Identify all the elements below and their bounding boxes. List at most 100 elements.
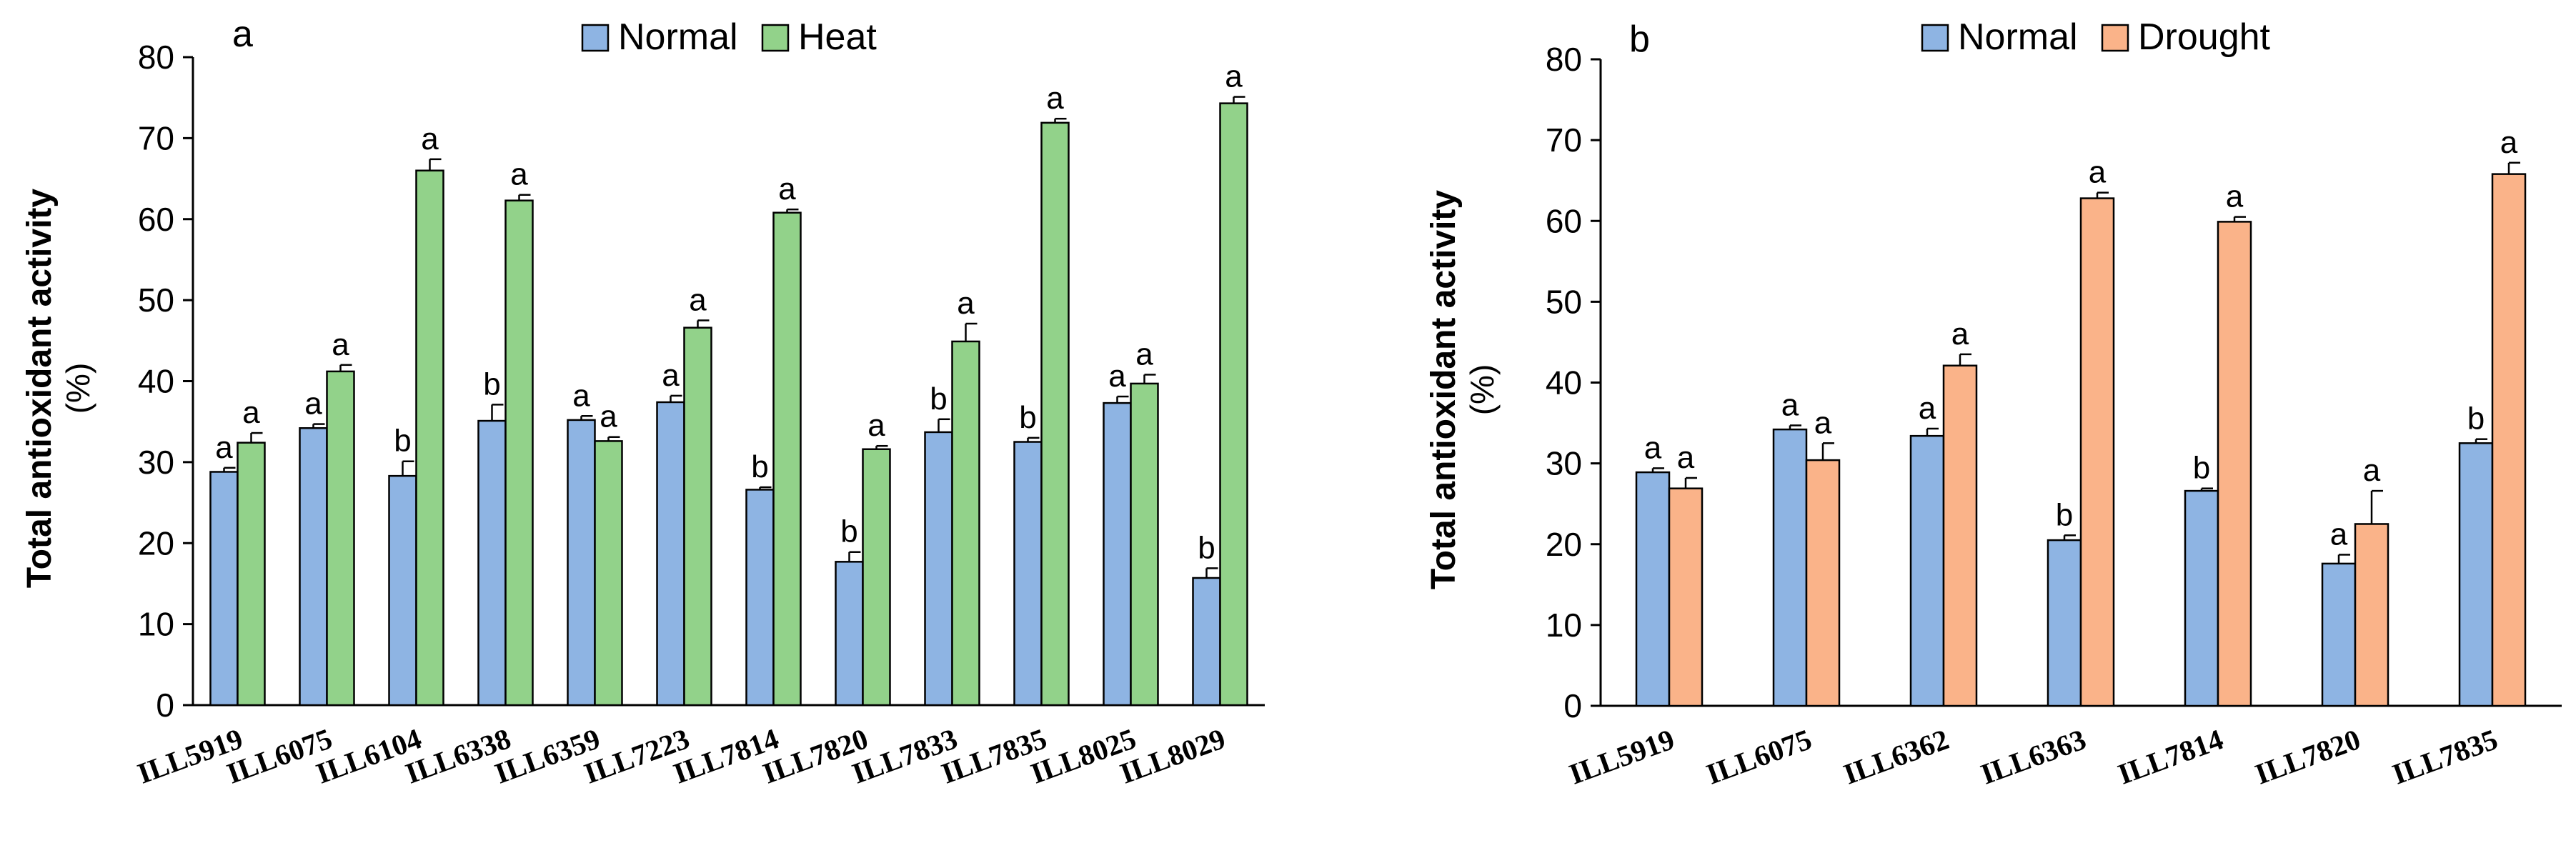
bar-heat-ILL8025 (1130, 382, 1159, 707)
significance-letter: b (1198, 530, 1215, 565)
y-tick-label: 50 (138, 281, 174, 319)
bar-heat-ILL6104 (415, 169, 444, 707)
significance-letter: a (689, 282, 707, 317)
y-tick-label: 70 (138, 119, 174, 156)
bar-normal-ILL8029 (1192, 577, 1221, 707)
x-tick-label: ILL6075 (1702, 722, 1816, 790)
chart-panel-b: 0 10 20 30 40 50 60 70 80 Total antioxidant activ… (1425, 16, 2562, 791)
significance-letter: a (1644, 430, 1662, 465)
y-tick-label: 0 (1563, 687, 1582, 724)
y-axis-label: Total antioxidant activity (21, 189, 59, 589)
significance-letter: b (483, 366, 500, 401)
significance-letter: a (867, 408, 885, 443)
bar-normal-ILL7820 (2321, 562, 2357, 707)
bar-normal-ILL6359 (567, 419, 596, 707)
significance-letter: b (2193, 451, 2210, 486)
significance-letter: a (1225, 59, 1243, 94)
significance-letter: b (751, 449, 768, 484)
x-tick-label: ILL7835 (2388, 722, 2502, 790)
y-tick-label: 30 (1546, 445, 1582, 482)
y-tick-label: 20 (138, 524, 174, 562)
significance-letter: b (1019, 400, 1036, 435)
bar-drought-ILL6362 (1942, 364, 1978, 707)
significance-letter: a (1135, 336, 1153, 371)
y-tick-label: 80 (1546, 41, 1582, 78)
y-tick-label: 40 (1546, 364, 1582, 401)
bar-normal-ILL7833 (924, 431, 953, 707)
panel-letter: a (232, 14, 253, 55)
legend-label-normal: Normal (1958, 16, 2078, 58)
significance-letter: a (2089, 155, 2107, 190)
bar-normal-ILL6362 (1909, 434, 1945, 707)
y-tick-label: 0 (156, 687, 174, 724)
significance-letter: a (304, 386, 322, 421)
bar-normal-ILL7835 (1013, 441, 1043, 707)
bar-normal-ILL7223 (656, 401, 685, 707)
significance-letter: a (2226, 179, 2244, 214)
legend-swatch-heat (761, 24, 790, 52)
y-axis-unit: (%) (59, 363, 96, 414)
chart-panel-a: 0 10 20 30 40 50 60 70 80 Total antioxidant activ… (21, 14, 1265, 790)
significance-letter: a (2500, 125, 2518, 160)
bar-normal-ILL8025 (1103, 401, 1132, 707)
x-tick-label: ILL6363 (1976, 722, 2090, 790)
panel-letter: b (1629, 19, 1650, 60)
legend-swatch-normal (1921, 24, 1949, 52)
bar-drought-ILL5919 (1668, 487, 1704, 707)
x-tick-label: ILL5919 (1565, 722, 1679, 790)
bar-normal-ILL6104 (388, 474, 417, 707)
significance-letter: a (332, 327, 349, 362)
bar-heat-ILL7833 (951, 340, 980, 707)
y-tick-label: 80 (138, 39, 174, 76)
significance-letter: a (600, 399, 617, 434)
x-tick-label: ILL7820 (2251, 722, 2364, 790)
bar-normal-ILL5919 (209, 471, 239, 707)
bar-heat-ILL6075 (326, 370, 355, 707)
bar-normal-ILL5919 (1635, 471, 1671, 707)
legend-label-heat: Heat (798, 16, 877, 58)
significance-letter: a (1951, 316, 1969, 351)
bar-drought-ILL7814 (2217, 221, 2252, 707)
significance-letter: b (930, 381, 947, 416)
bar-normal-ILL7814 (2184, 489, 2219, 707)
significance-letter: a (510, 157, 528, 192)
legend-label-normal: Normal (618, 16, 738, 58)
y-tick-label: 60 (138, 201, 174, 238)
significance-letter: a (1677, 440, 1695, 475)
significance-letter: a (1781, 387, 1799, 422)
significance-letter: a (1814, 405, 1832, 440)
y-tick-label: 30 (138, 444, 174, 481)
bar-drought-ILL6363 (2079, 197, 2115, 707)
x-tick-label: ILL8029 (1115, 722, 1229, 789)
bar-heat-ILL7835 (1040, 121, 1070, 707)
significance-letter: b (2056, 497, 2073, 532)
bar-normal-ILL7814 (745, 489, 775, 707)
bar-normal-ILL7835 (2458, 442, 2494, 707)
bar-heat-ILL7223 (683, 326, 712, 707)
x-tick-label: ILL7814 (2114, 722, 2227, 790)
y-tick-label: 60 (1546, 202, 1582, 239)
bar-normal-ILL6075 (299, 427, 328, 707)
significance-letter: a (778, 171, 796, 206)
significance-letter: a (572, 378, 590, 413)
significance-letter: a (1919, 391, 1936, 426)
bar-heat-ILL7820 (862, 448, 891, 707)
bar-normal-ILL7820 (835, 561, 864, 707)
bar-heat-ILL5919 (237, 442, 266, 707)
significance-letter: a (215, 430, 233, 465)
significance-letter: a (2330, 517, 2348, 552)
significance-letter: a (957, 286, 975, 321)
bar-drought-ILL7835 (2491, 173, 2527, 707)
bar-normal-ILL6338 (477, 419, 507, 707)
significance-letter: a (242, 395, 260, 430)
legend-swatch-normal (581, 24, 610, 52)
bar-heat-ILL6359 (594, 440, 623, 707)
y-tick-label: 70 (1546, 121, 1582, 159)
significance-letter: b (840, 514, 857, 549)
significance-letter: b (2467, 401, 2485, 437)
y-tick-label: 20 (1546, 526, 1582, 563)
legend-swatch-drought (2101, 24, 2129, 52)
y-tick-label: 10 (1546, 607, 1582, 644)
